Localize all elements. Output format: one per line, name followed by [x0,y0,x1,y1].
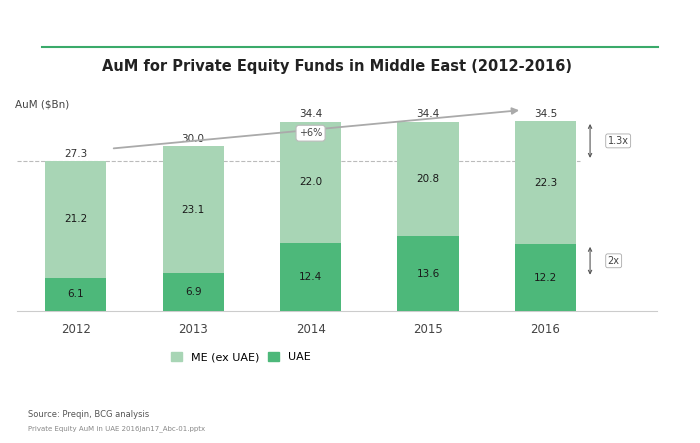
Text: Private Equity AuM in UAE 2016Jan17_Abc-01.pptx: Private Equity AuM in UAE 2016Jan17_Abc-… [28,425,205,432]
Text: 13.6: 13.6 [416,269,440,279]
Text: 22.0: 22.0 [299,177,322,187]
Text: 6.1: 6.1 [67,289,84,299]
Text: 34.4: 34.4 [416,109,440,120]
Bar [398,122,458,236]
Title: AuM for Private Equity Funds in Middle East (2012-2016): AuM for Private Equity Funds in Middle E… [102,59,572,74]
Bar [515,121,576,244]
Bar [398,236,458,311]
Text: Source: Preqin, BCG analysis: Source: Preqin, BCG analysis [28,410,149,419]
Bar [280,243,341,311]
Text: 22.3: 22.3 [534,178,557,187]
Text: 20.8: 20.8 [416,174,440,184]
Bar [515,244,576,311]
Text: AuM ($Bn): AuM ($Bn) [15,99,69,109]
Text: +6%: +6% [299,128,322,138]
Text: 34.5: 34.5 [534,109,557,119]
Legend: ME (ex UAE), UAE: ME (ex UAE), UAE [167,348,316,367]
Bar [46,161,106,278]
Text: 12.4: 12.4 [299,272,322,282]
Text: 6.9: 6.9 [185,287,202,297]
Text: 23.1: 23.1 [181,205,205,214]
Text: 30.0: 30.0 [181,134,204,144]
Bar [46,278,106,311]
Text: 34.4: 34.4 [299,109,322,120]
Text: 1.3x: 1.3x [608,136,629,146]
Text: 21.2: 21.2 [64,214,88,224]
Bar [162,146,224,273]
Bar [280,122,341,243]
Text: 2x: 2x [608,256,620,266]
Text: 27.3: 27.3 [64,148,88,159]
Text: 12.2: 12.2 [534,272,557,283]
Bar [162,273,224,311]
